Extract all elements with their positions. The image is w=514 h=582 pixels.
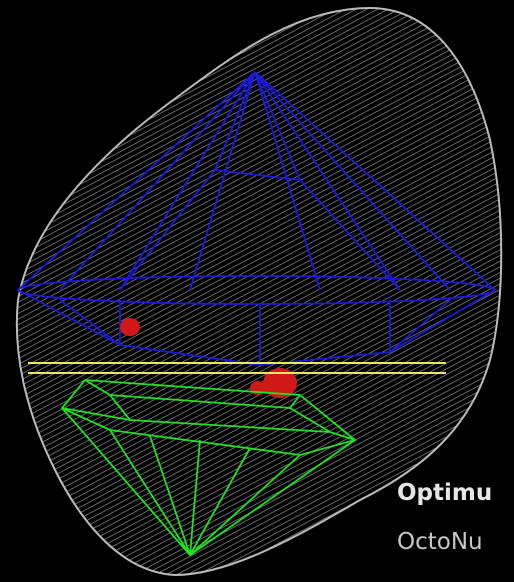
inclusion [263,368,297,398]
inclusion [120,318,140,336]
caption-subtitle: OctoNu [397,529,483,555]
blue-diamond [17,71,496,366]
green-diamond [60,379,357,557]
caption-title: Optimu [397,480,492,506]
